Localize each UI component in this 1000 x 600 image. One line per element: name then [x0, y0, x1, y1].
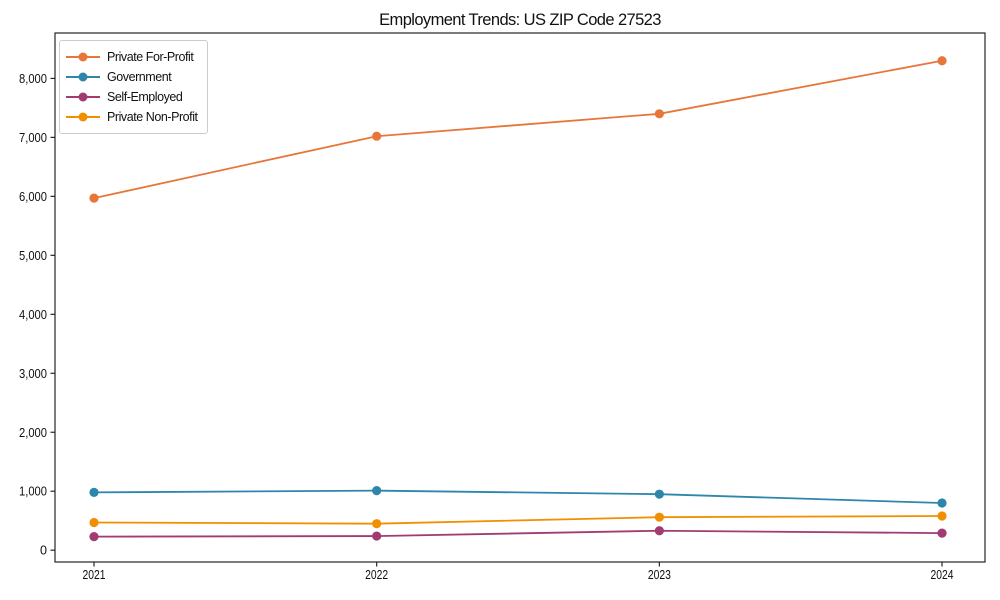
data-point-marker: [372, 519, 382, 529]
data-point-marker: [372, 131, 382, 141]
data-point-marker: [654, 109, 664, 119]
legend-item-label: Private Non-Profit: [107, 110, 198, 124]
y-tick-label: 6,000: [19, 190, 47, 204]
y-tick-label: 8,000: [19, 72, 47, 86]
x-tick-label: 2023: [648, 568, 671, 582]
y-tick-label: 5,000: [19, 249, 47, 263]
series-line: [93, 59, 943, 200]
legend-item: Private Non-Profit: [66, 107, 198, 127]
y-tick-label: 0: [40, 544, 47, 558]
legend-item-label: Government: [107, 70, 172, 84]
data-point-marker: [89, 532, 99, 542]
y-tick-label: 7,000: [19, 131, 47, 145]
series-line: [94, 489, 943, 504]
data-point-marker: [937, 56, 947, 66]
data-point-marker: [372, 531, 382, 541]
line-marker-icon: [66, 112, 100, 122]
y-tick-label: 2,000: [19, 426, 47, 440]
series-line: [94, 515, 943, 525]
chart-title: Employment Trends: US ZIP Code 27523: [379, 11, 661, 29]
data-point-marker: [89, 517, 99, 528]
data-point-marker: [937, 528, 947, 538]
legend: Private For-Profit Government Self-Emplo…: [59, 40, 208, 134]
x-tick-label: 2022: [365, 568, 388, 582]
legend-item-label: Private For-Profit: [107, 50, 194, 64]
y-axis: 0 1,000 2,000 3,000 4,000 5,000 6,000 7,000 8,00…: [19, 72, 55, 558]
data-point-marker: [89, 487, 99, 498]
data-point-marker: [937, 511, 947, 521]
legend-item: Private For-Profit: [66, 47, 198, 67]
series-line: [94, 529, 943, 538]
x-tick-label: 2021: [83, 568, 106, 582]
x-axis: 2021 2022 2023 2024: [83, 562, 954, 582]
line-marker-icon: [66, 52, 100, 62]
line-marker-icon: [66, 72, 100, 82]
y-tick-label: 4,000: [19, 308, 47, 322]
data-point-marker: [937, 498, 947, 508]
data-point-marker: [89, 193, 99, 203]
y-tick-label: 3,000: [19, 367, 47, 381]
legend-item: Government: [66, 67, 198, 87]
y-tick-label: 1,000: [19, 485, 47, 499]
data-point-marker: [372, 486, 382, 496]
legend-item-label: Self-Employed: [107, 90, 183, 104]
series-lines: [89, 56, 947, 542]
legend-item: Self-Employed: [66, 87, 198, 107]
data-point-marker: [654, 489, 664, 499]
data-point-marker: [654, 526, 664, 536]
x-tick-label: 2024: [931, 568, 954, 582]
plot-border: [54, 32, 986, 563]
line-marker-icon: [66, 92, 100, 102]
data-point-marker: [654, 512, 664, 522]
